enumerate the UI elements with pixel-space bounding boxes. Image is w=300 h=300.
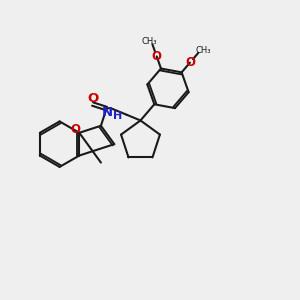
Text: O: O <box>87 92 98 105</box>
Text: O: O <box>152 50 162 63</box>
Text: O: O <box>185 56 195 69</box>
Text: CH₃: CH₃ <box>196 46 212 55</box>
Text: H: H <box>113 111 122 121</box>
Text: N: N <box>102 106 113 119</box>
Text: CH₃: CH₃ <box>142 37 158 46</box>
Text: O: O <box>70 123 80 136</box>
